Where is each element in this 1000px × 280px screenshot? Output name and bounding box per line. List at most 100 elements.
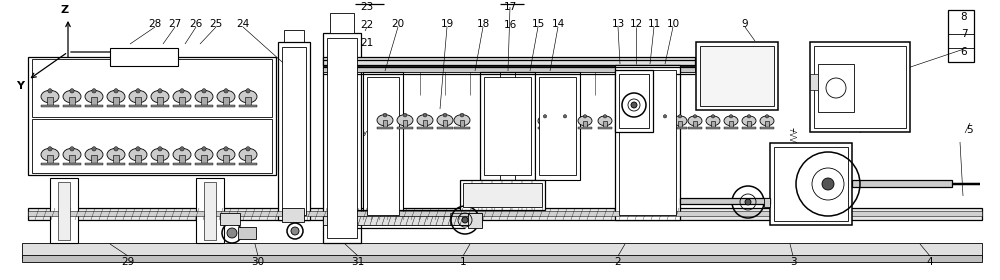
Bar: [377, 127, 393, 129]
Bar: [282, 47, 306, 215]
Ellipse shape: [129, 90, 147, 103]
Bar: [41, 105, 59, 106]
Text: 11: 11: [647, 19, 661, 29]
Bar: [417, 127, 433, 129]
Bar: [680, 198, 770, 204]
Bar: [201, 155, 207, 164]
Text: X: X: [148, 50, 156, 60]
Bar: [814, 46, 906, 128]
Ellipse shape: [173, 90, 191, 103]
Text: 1: 1: [460, 257, 466, 267]
Bar: [810, 74, 818, 90]
Text: 25: 25: [209, 19, 223, 29]
Ellipse shape: [41, 148, 59, 161]
Text: 30: 30: [251, 257, 265, 267]
Bar: [598, 127, 612, 129]
Text: 6: 6: [961, 47, 967, 57]
Bar: [282, 208, 304, 222]
Bar: [32, 119, 272, 173]
Ellipse shape: [558, 116, 572, 126]
Text: 8: 8: [961, 12, 967, 22]
Bar: [129, 163, 147, 165]
Ellipse shape: [85, 148, 103, 161]
Bar: [535, 72, 580, 180]
Ellipse shape: [742, 116, 756, 126]
Bar: [818, 64, 854, 112]
Bar: [747, 121, 751, 128]
Bar: [480, 72, 535, 180]
Bar: [327, 38, 357, 238]
Circle shape: [92, 89, 96, 93]
Bar: [603, 121, 607, 128]
Bar: [618, 127, 632, 129]
Ellipse shape: [760, 116, 774, 126]
Text: 13: 13: [611, 19, 625, 29]
Bar: [63, 105, 81, 106]
Bar: [179, 97, 185, 106]
Bar: [638, 127, 652, 129]
Text: 15: 15: [531, 19, 545, 29]
Circle shape: [583, 115, 587, 118]
Circle shape: [224, 89, 228, 93]
Circle shape: [48, 147, 52, 151]
Bar: [28, 211, 982, 216]
Bar: [50, 178, 78, 243]
Bar: [238, 227, 256, 239]
Bar: [643, 121, 647, 128]
Bar: [135, 155, 141, 164]
Text: 5: 5: [967, 125, 973, 135]
Bar: [403, 120, 407, 128]
Bar: [278, 42, 310, 220]
Bar: [239, 105, 257, 106]
Bar: [770, 143, 852, 225]
Bar: [742, 127, 756, 129]
Bar: [563, 121, 567, 128]
Ellipse shape: [63, 90, 81, 103]
Text: 14: 14: [551, 19, 565, 29]
Bar: [678, 121, 682, 128]
Ellipse shape: [377, 115, 393, 126]
Circle shape: [114, 147, 118, 151]
Bar: [58, 182, 70, 240]
Text: 21: 21: [360, 38, 374, 48]
Bar: [91, 97, 97, 106]
Text: 29: 29: [121, 257, 135, 267]
Bar: [85, 105, 103, 106]
Ellipse shape: [673, 116, 687, 126]
Bar: [852, 180, 952, 187]
Bar: [583, 121, 587, 128]
Bar: [693, 121, 697, 128]
Text: 23: 23: [360, 2, 374, 12]
Text: 22: 22: [360, 20, 374, 30]
Bar: [157, 155, 163, 164]
Bar: [239, 163, 257, 165]
Ellipse shape: [151, 90, 169, 103]
Bar: [383, 120, 387, 128]
Bar: [615, 70, 653, 132]
Text: 19: 19: [440, 19, 454, 29]
Bar: [460, 120, 464, 128]
Bar: [135, 97, 141, 106]
Bar: [217, 163, 235, 165]
Bar: [28, 208, 982, 220]
Bar: [204, 182, 216, 240]
Ellipse shape: [658, 116, 672, 126]
Circle shape: [729, 115, 733, 118]
Bar: [195, 105, 213, 106]
Bar: [245, 155, 251, 164]
Circle shape: [745, 199, 751, 205]
Bar: [284, 30, 304, 42]
Text: 4: 4: [927, 257, 933, 267]
Bar: [323, 57, 695, 65]
Bar: [323, 33, 361, 243]
Bar: [706, 127, 720, 129]
Text: 3: 3: [790, 257, 796, 267]
Bar: [107, 105, 125, 106]
Circle shape: [158, 89, 162, 93]
Text: 31: 31: [351, 257, 365, 267]
Circle shape: [114, 89, 118, 93]
Bar: [330, 13, 354, 33]
Bar: [113, 97, 119, 106]
Bar: [173, 105, 191, 106]
Circle shape: [711, 115, 715, 118]
